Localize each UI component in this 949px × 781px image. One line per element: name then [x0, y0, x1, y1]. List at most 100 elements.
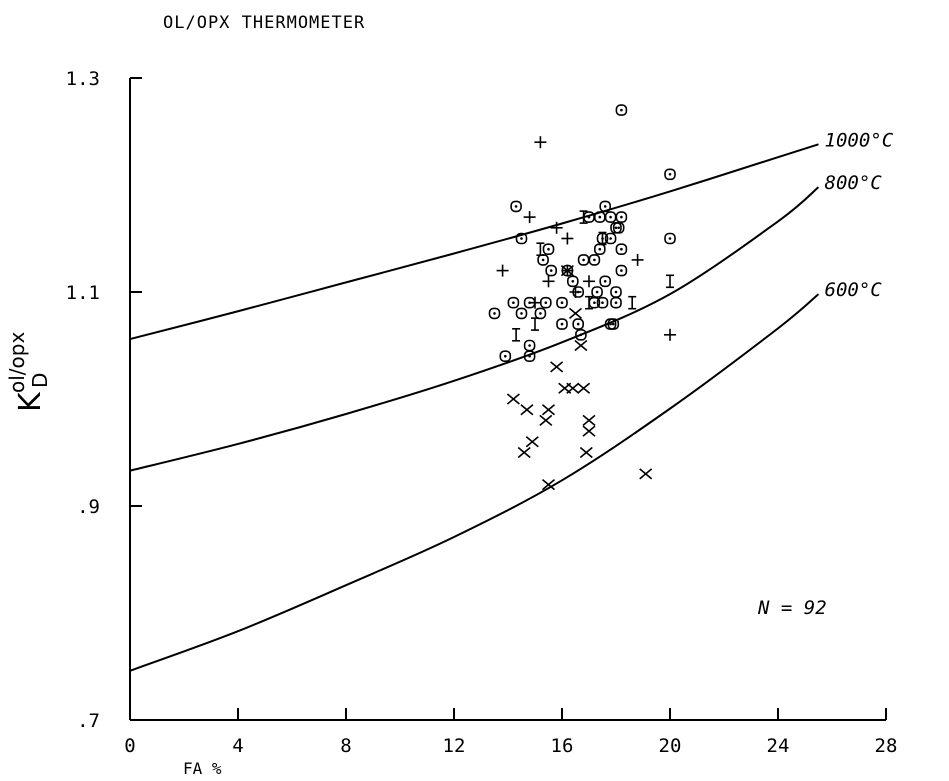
circle-dot-marker	[615, 104, 628, 116]
circle-dot-marker	[664, 232, 676, 245]
plus-marker	[534, 136, 547, 149]
circle-dot-marker	[610, 286, 622, 298]
ticks	[129, 77, 887, 721]
circle-dot-marker	[607, 318, 620, 330]
circle-dot-marker	[593, 211, 606, 223]
y-tick-label: .9	[77, 496, 100, 518]
circle-dot-marker	[523, 339, 536, 352]
circle-dot-marker	[615, 264, 628, 277]
isotherm-curve	[129, 293, 820, 672]
plus-marker	[550, 221, 563, 234]
isotherm-labels: 1000°C 800°C 600°C	[825, 129, 894, 301]
circle-dot-marker	[510, 200, 522, 213]
x-marker	[541, 478, 556, 491]
isotherm-label: 800°C	[825, 172, 883, 194]
circle-dot-marker	[577, 254, 590, 266]
circle-dot-marker	[499, 350, 512, 363]
x-tick-label: 8	[340, 735, 351, 757]
circle-dot-marker	[523, 350, 536, 363]
plus-marker	[583, 275, 595, 288]
x-tick-label: 20	[659, 735, 682, 757]
x-axis-label: FA %	[183, 759, 222, 778]
x-marker	[582, 425, 596, 437]
ibeam-marker	[628, 295, 637, 310]
chart-title: OL/OPX THERMOMETER	[163, 13, 365, 33]
circle-dot-marker	[612, 222, 625, 234]
x-marker	[517, 446, 531, 459]
x-marker	[574, 339, 588, 352]
circle-dot-marker	[596, 296, 609, 309]
y-tick-label: 1.3	[66, 68, 100, 90]
plus-marker	[496, 264, 509, 277]
plus-marker	[569, 286, 582, 298]
x-tick-label: 24	[767, 735, 790, 757]
circle-dot-marker	[575, 328, 587, 341]
circle-dot-marker	[599, 275, 612, 288]
plus-marker	[561, 232, 574, 245]
circle-dot-marker	[539, 296, 552, 309]
circle-dot-marker	[488, 307, 501, 320]
circle-dot-marker	[664, 168, 676, 181]
isotherm-curves	[129, 143, 820, 672]
circle-dot-marker	[615, 243, 628, 255]
x-tick-label: 28	[875, 735, 898, 757]
circle-dot-marker	[542, 243, 555, 255]
x-marker	[577, 382, 591, 394]
x-tick-label: 12	[443, 735, 466, 757]
circle-dot-marker	[588, 254, 601, 266]
y-axis-label: K D ol/opx	[5, 332, 52, 412]
circle-dot-marker	[515, 232, 528, 245]
circle-dot-marker	[615, 211, 628, 223]
tick-labels: 0 4 8 12 16 20 24 28 .7 .9 1.1 1.3	[66, 68, 898, 757]
sample-count-annotation: N = 92	[757, 597, 827, 619]
y-axis-label-subscript: D	[28, 373, 52, 388]
ibeam-marker	[536, 242, 545, 256]
circle-dot-marker	[556, 296, 568, 309]
y-tick-label: 1.1	[66, 282, 100, 304]
ibeam-marker	[585, 295, 593, 310]
ibeam-marker	[598, 231, 607, 246]
plus-marker	[523, 211, 536, 224]
y-tick-label: .7	[77, 710, 100, 732]
x-marker	[550, 361, 564, 373]
isotherm-label: 1000°C	[825, 129, 894, 151]
plus-marker	[631, 253, 644, 266]
y-axis-label-main: K	[13, 391, 48, 412]
circle-dot-marker	[599, 200, 612, 213]
plus-marker	[664, 328, 676, 341]
x-marker	[579, 446, 593, 459]
plus-marker	[542, 275, 555, 288]
ibeam-marker	[579, 210, 588, 224]
x-tick-label: 16	[551, 735, 574, 757]
y-axis-label-superscript: ol/opx	[5, 332, 29, 393]
ibeam-marker	[531, 317, 539, 331]
circle-dot-marker	[556, 318, 568, 330]
circle-dot-marker	[507, 296, 520, 309]
x-marker	[506, 393, 520, 405]
x-marker	[568, 307, 583, 320]
data-points	[488, 104, 676, 491]
x-marker	[566, 382, 580, 394]
x-marker	[639, 468, 653, 480]
ibeam-marker	[666, 274, 674, 289]
x-marker	[539, 414, 553, 427]
circle-dot-marker	[515, 307, 528, 320]
x-marker	[520, 404, 534, 416]
x-tick-label: 0	[124, 735, 135, 757]
circle-dot-marker	[537, 254, 549, 266]
ibeam-marker	[512, 327, 521, 342]
circle-dot-marker	[593, 243, 606, 255]
x-marker	[582, 414, 596, 427]
isotherm-label: 600°C	[825, 279, 883, 301]
x-marker	[560, 264, 574, 277]
x-marker	[525, 436, 539, 448]
circle-dot-marker	[610, 296, 622, 309]
circle-dot-marker	[591, 286, 603, 298]
axes	[129, 78, 886, 721]
circle-dot-marker	[534, 307, 547, 320]
isotherm-curve	[129, 186, 820, 472]
circle-dot-marker	[572, 318, 585, 330]
x-tick-label: 4	[232, 735, 243, 757]
circle-dot-marker	[604, 211, 617, 223]
